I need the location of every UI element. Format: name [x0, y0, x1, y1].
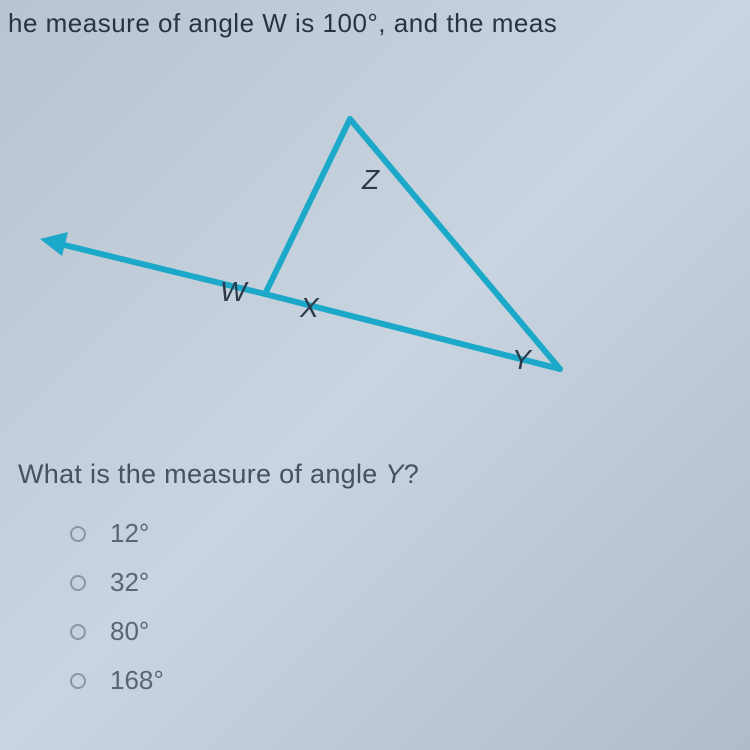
side-xz: [265, 119, 350, 294]
side-zy: [350, 119, 560, 369]
question-variable: Y: [385, 459, 403, 489]
radio-icon[interactable]: [70, 673, 86, 689]
diagram-svg: Z W X Y: [0, 69, 750, 429]
option-value: 12: [110, 518, 149, 549]
question-suffix: ?: [404, 459, 419, 489]
label-w: W: [220, 276, 249, 307]
option-c[interactable]: 80: [70, 616, 750, 647]
label-z: Z: [361, 164, 380, 195]
question-text: What is the measure of angle Y?: [0, 429, 750, 490]
option-d[interactable]: 168: [70, 665, 750, 696]
triangle-diagram: Z W X Y: [0, 69, 750, 429]
option-value: 168: [110, 665, 164, 696]
radio-icon[interactable]: [70, 526, 86, 542]
option-a[interactable]: 12: [70, 518, 750, 549]
option-value: 32: [110, 567, 149, 598]
radio-icon[interactable]: [70, 575, 86, 591]
answer-options: 12 32 80 168: [0, 490, 750, 696]
option-b[interactable]: 32: [70, 567, 750, 598]
arrow-head-icon: [40, 232, 68, 256]
label-y: Y: [512, 344, 533, 375]
question-prefix: What is the measure of angle: [18, 459, 385, 489]
problem-text-fragment: he measure of angle W is 100°, and the m…: [0, 0, 750, 39]
option-value: 80: [110, 616, 149, 647]
radio-icon[interactable]: [70, 624, 86, 640]
label-x: X: [299, 292, 320, 323]
